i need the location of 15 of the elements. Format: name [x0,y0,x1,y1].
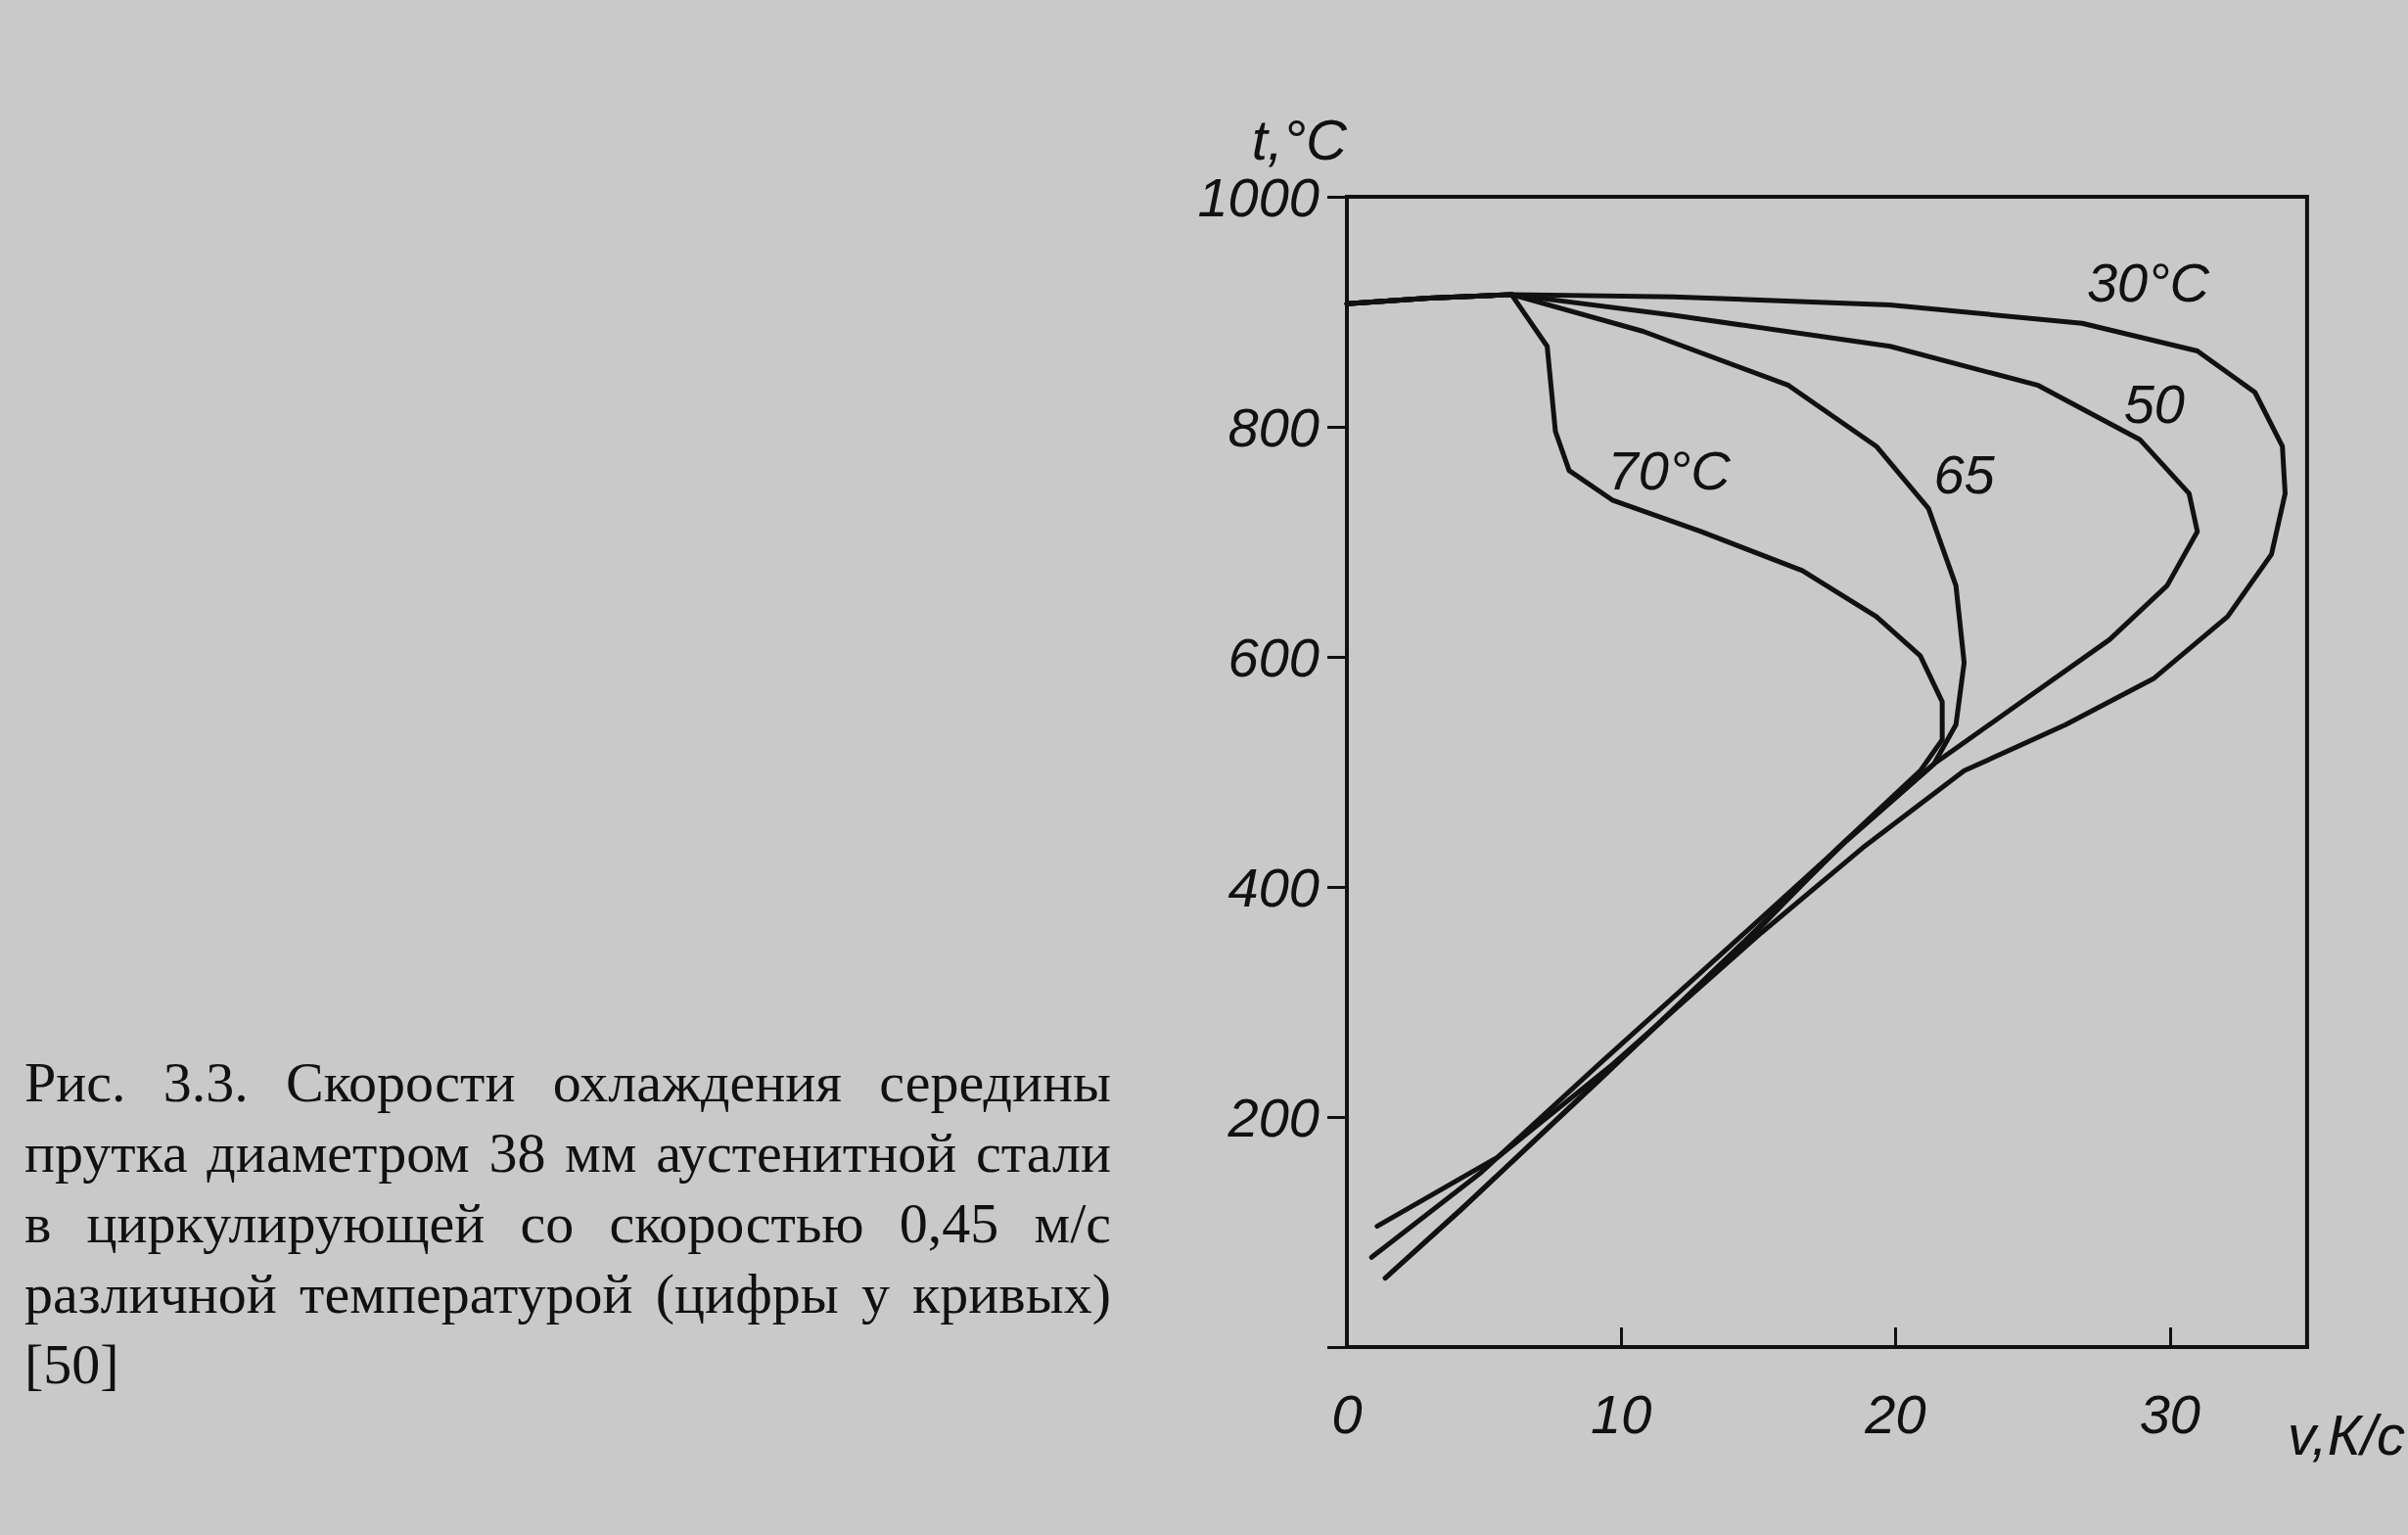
series-label: 70°C [1607,440,1732,502]
y-tick-label: 200 [1227,1086,1320,1148]
series-label: 30°C [2086,251,2210,313]
y-tick-label: 400 [1227,856,1320,918]
x-axis-title: v,К/с [2287,1402,2405,1466]
y-tick-label: 600 [1227,626,1320,688]
y-tick-label: 800 [1227,395,1320,458]
x-tick-label: 0 [1331,1382,1363,1445]
x-tick-label: 10 [1591,1382,1652,1445]
text: Рис. 3.3. Скорости охлаждения середины прутка диаметром 38 мм аустенитной стали в циркулирующей со скоростью 0,45 м/с различной температурой (цифры у кривых) [50] [24,1049,1111,1398]
series-label: 65 [1933,443,1996,506]
x-tick-label: 30 [2139,1382,2200,1445]
x-tick-label: 20 [1864,1382,1926,1445]
series-label: 50 [2123,373,2185,436]
y-axis-title: t,°C [1251,107,1349,171]
